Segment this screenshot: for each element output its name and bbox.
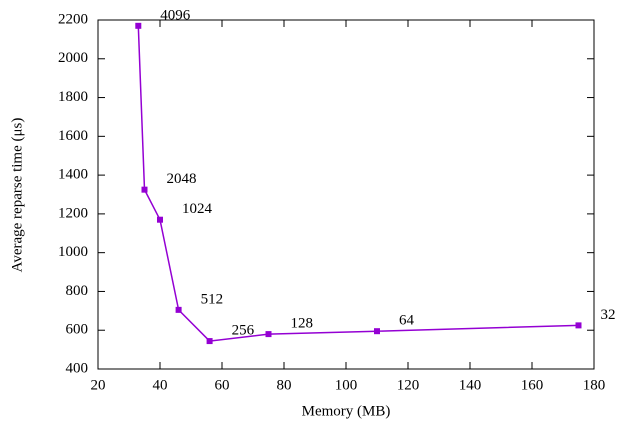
point-label: 512 [201, 291, 224, 307]
point-label: 2048 [167, 171, 197, 187]
y-tick-label: 1400 [58, 167, 88, 183]
plot-frame [97, 19, 595, 370]
line [137, 25, 579, 342]
x-tick-label: 160 [521, 377, 544, 393]
point-label: 4096 [160, 7, 191, 23]
x-tick-label: 60 [215, 377, 230, 393]
y-tick-label: 2000 [58, 50, 88, 66]
x-tick-label: 80 [277, 377, 292, 393]
x-tick-label: 100 [335, 377, 358, 393]
y-tick-label: 1200 [58, 205, 88, 221]
point [135, 22, 142, 29]
point [374, 328, 380, 335]
x-axis-label: Memory (MB) [302, 403, 391, 419]
x-tick-label: 180 [583, 377, 606, 393]
y-tick-label: 1000 [58, 244, 88, 260]
y-tick-label: 600 [66, 322, 89, 338]
point-label: 256 [232, 323, 255, 339]
y-axis-label: Average reparse time (μs) [9, 118, 25, 273]
x-tick-label: 140 [459, 377, 482, 393]
x-tick-label: 120 [397, 377, 420, 393]
x-tick-label: 20 [91, 377, 106, 393]
point-label: 1024 [182, 201, 213, 217]
point [265, 331, 272, 338]
point [206, 338, 213, 345]
x-tick-label: 40 [153, 377, 168, 393]
y-tick-label: 400 [66, 360, 89, 376]
point-label: 128 [291, 316, 314, 332]
point [157, 216, 163, 223]
y-tick-label: 2200 [58, 11, 88, 27]
point [575, 322, 582, 329]
y-tick-label: 800 [66, 283, 89, 299]
y-tick-label: 1600 [58, 128, 88, 144]
point-label: 32 [601, 307, 616, 323]
point-label: 64 [399, 313, 415, 329]
point [141, 186, 148, 193]
point [175, 306, 182, 313]
y-tick-label: 1800 [58, 89, 88, 105]
